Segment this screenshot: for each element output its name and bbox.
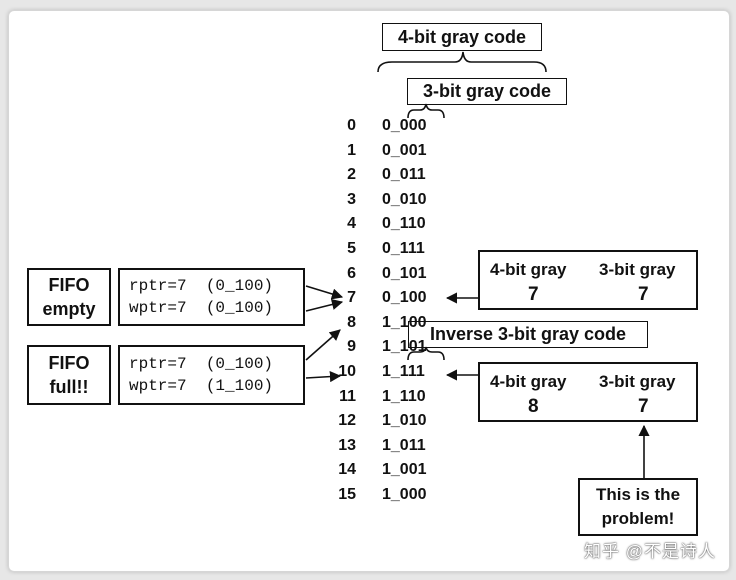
gray-index: 7	[347, 289, 356, 306]
fifo-empty-rptr: rptr=7 (0_100)	[129, 277, 274, 295]
arrow-empty-wptr	[305, 299, 344, 312]
gray-compare-box-bottom: 4-bit gray 3-bit gray 8 7	[478, 362, 698, 422]
arrow-full-wptr	[305, 371, 342, 383]
three-bit-gray-code-text: 3-bit gray code	[422, 81, 552, 101]
gray-index: 14	[338, 461, 356, 478]
gray-code-value: 0_101	[382, 265, 427, 282]
gray-code-value: 1_101	[382, 338, 427, 355]
fifo-empty-label-line1: FIFO	[48, 275, 90, 295]
gray-code-value: 0_111	[382, 240, 425, 257]
fifo-empty-pointer-box: rptr=7 (0_100) wptr=7 (0_100)	[118, 268, 305, 326]
gray-code-value: 1_010	[382, 412, 427, 429]
gray-code-value: 0_001	[382, 142, 427, 159]
gray-index: 12	[338, 412, 356, 429]
gray-index: 15	[338, 486, 356, 503]
gray-index: 3	[347, 191, 356, 208]
fifo-full-label-line1: FIFO	[48, 353, 90, 373]
problem-note-line2: problem!	[601, 509, 675, 528]
gray-compare-top-value-3bit: 7	[638, 284, 649, 305]
gray-compare-bottom-value-4bit: 8	[528, 396, 539, 417]
gray-index: 10	[338, 363, 356, 380]
problem-note-line1: This is the	[595, 485, 681, 504]
inverse-three-bit-brace	[407, 346, 445, 361]
fifo-full-wptr: wptr=7 (1_100)	[129, 377, 274, 395]
fifo-empty-label-line2: empty	[42, 299, 96, 319]
three-bit-gray-code-title: 3-bit gray code	[407, 78, 567, 105]
gray-compare-bottom-value-3bit: 7	[638, 396, 649, 417]
gray-index: 8	[347, 314, 356, 331]
gray-index: 1	[347, 142, 356, 159]
gray-index: 4	[347, 215, 356, 232]
gray-index: 2	[347, 166, 356, 183]
fifo-full-pointer-box: rptr=7 (0_100) wptr=7 (1_100)	[118, 345, 305, 405]
gray-code-value: 0_100	[382, 289, 427, 306]
fifo-full-label-line2: full!!	[49, 377, 89, 397]
four-bit-brace	[377, 51, 547, 73]
gray-index: 9	[347, 338, 356, 355]
gray-code-value: 1_110	[382, 388, 426, 405]
gray-compare-top-header-4bit: 4-bit gray	[490, 260, 567, 279]
gray-compare-top-header-3bit: 3-bit gray	[599, 260, 676, 279]
gray-compare-bottom-header-4bit: 4-bit gray	[490, 372, 567, 391]
gray-index: 13	[338, 437, 356, 454]
gray-code-value: 1_000	[382, 486, 427, 503]
gray-code-value: 0_000	[382, 117, 427, 134]
fifo-full-label-box: FIFO full!!	[27, 345, 111, 405]
inverse-three-bit-gray-code-text: Inverse 3-bit gray code	[429, 324, 627, 344]
fifo-full-rptr: rptr=7 (0_100)	[129, 355, 274, 373]
gray-index: 5	[347, 240, 356, 257]
gray-index: 0	[347, 117, 356, 134]
gray-code-value: 0_010	[382, 191, 427, 208]
gray-code-value: 1_011	[382, 437, 426, 454]
gray-index: 11	[339, 388, 356, 405]
problem-note-box: This is the problem!	[578, 478, 698, 536]
gray-code-value: 0_011	[382, 166, 426, 183]
watermark-text: 知乎 @不是诗人	[584, 542, 716, 561]
fifo-empty-label-box: FIFO empty	[27, 268, 111, 326]
gray-code-value: 1_111	[382, 363, 425, 380]
three-bit-brace	[407, 103, 445, 119]
inverse-three-bit-gray-code-title: Inverse 3-bit gray code	[408, 321, 648, 348]
gray-code-value: 1_001	[382, 461, 427, 478]
arrow-empty-rptr	[305, 285, 344, 300]
four-bit-gray-code-text: 4-bit gray code	[397, 26, 527, 47]
gray-code-value: 1_100	[382, 314, 427, 331]
gray-compare-top-value-4bit: 7	[528, 284, 539, 305]
gray-compare-box-top: 4-bit gray 3-bit gray 7 7	[478, 250, 698, 310]
arrow-full-rptr	[305, 329, 341, 361]
fifo-empty-wptr: wptr=7 (0_100)	[129, 299, 274, 317]
gray-code-value: 0_110	[382, 215, 426, 232]
gray-index: 6	[347, 265, 356, 282]
four-bit-gray-code-title: 4-bit gray code	[382, 23, 542, 51]
gray-compare-bottom-header-3bit: 3-bit gray	[599, 372, 676, 391]
